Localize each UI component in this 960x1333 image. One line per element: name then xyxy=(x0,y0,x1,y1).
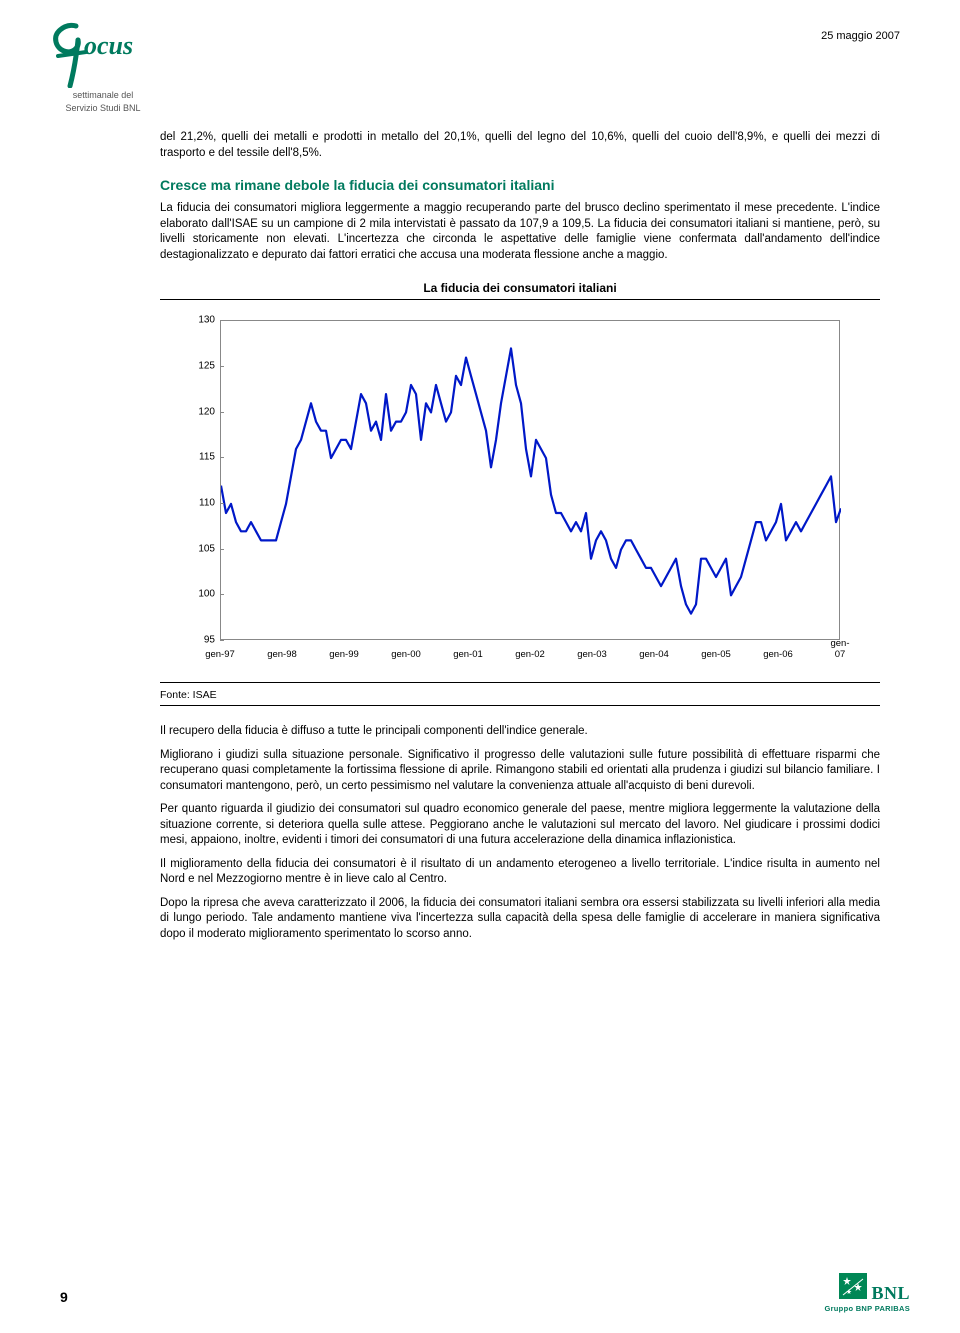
section-p1: La fiducia dei consumatori migliora legg… xyxy=(160,201,880,263)
chart-box: 95 100 105 110 115 120 125 130 gen-97 gen-98 gen-9… xyxy=(180,312,860,672)
chart-title: La fiducia dei consumatori italiani xyxy=(160,281,880,295)
logo-focus: ocus settimanale del Servizio Studi BNL xyxy=(28,18,178,114)
xtick-label: gen-98 xyxy=(267,649,297,660)
xtick-label: gen-97 xyxy=(205,649,235,660)
xtick-label: gen-02 xyxy=(515,649,545,660)
bnp-stars-icon xyxy=(839,1273,867,1304)
ytick-label: 130 xyxy=(180,315,215,326)
body-p2: Migliorano i giudizi sulla situazione pe… xyxy=(160,748,880,795)
ytick-label: 95 xyxy=(180,635,215,646)
ytick-label: 120 xyxy=(180,406,215,417)
logo-subtitle-2: Servizio Studi BNL xyxy=(28,103,178,114)
ytick-label: 110 xyxy=(180,497,215,508)
xtick-label: gen-03 xyxy=(577,649,607,660)
ytick-label: 100 xyxy=(180,589,215,600)
body-p5: Dopo la ripresa che aveva caratterizzato… xyxy=(160,896,880,943)
body-p3: Per quanto riguarda il giudizio dei cons… xyxy=(160,802,880,849)
bnl-logo: BNL Gruppo BNP PARIBAS xyxy=(824,1273,910,1313)
section-heading: Cresce ma rimane debole la fiducia dei c… xyxy=(160,177,880,193)
xtick-label: gen-07 xyxy=(830,638,850,660)
intro-paragraph: del 21,2%, quelli dei metalli e prodotti… xyxy=(160,130,880,161)
xtick-label: gen-01 xyxy=(453,649,483,660)
chart-container: 95 100 105 110 115 120 125 130 gen-97 gen-98 gen-9… xyxy=(160,299,880,683)
xtick-label: gen-05 xyxy=(701,649,731,660)
ytick-label: 125 xyxy=(180,360,215,371)
chart-source: Fonte: ISAE xyxy=(160,689,880,706)
xtick-label: gen-04 xyxy=(639,649,669,660)
body-p1: Il recupero della fiducia è diffuso a tu… xyxy=(160,724,880,740)
logo-text: ocus xyxy=(84,31,133,60)
focus-logo-svg: ocus xyxy=(28,18,178,88)
ytick-label: 105 xyxy=(180,543,215,554)
ytick-label: 115 xyxy=(180,452,215,463)
xtick-label: gen-00 xyxy=(391,649,421,660)
page-number: 9 xyxy=(60,1289,68,1305)
chart-line xyxy=(221,348,841,613)
xtick-label: gen-99 xyxy=(329,649,359,660)
bnl-subtitle: Gruppo BNP PARIBAS xyxy=(824,1304,910,1313)
chart-svg xyxy=(221,321,841,641)
bnl-text: BNL xyxy=(871,1283,910,1303)
xtick-label: gen-06 xyxy=(763,649,793,660)
header-date: 25 maggio 2007 xyxy=(821,30,900,42)
plot-area xyxy=(220,320,840,640)
main-content: del 21,2%, quelli dei metalli e prodotti… xyxy=(160,130,880,950)
logo-subtitle-1: settimanale del xyxy=(28,90,178,101)
body-p4: Il miglioramento della fiducia dei consu… xyxy=(160,857,880,888)
